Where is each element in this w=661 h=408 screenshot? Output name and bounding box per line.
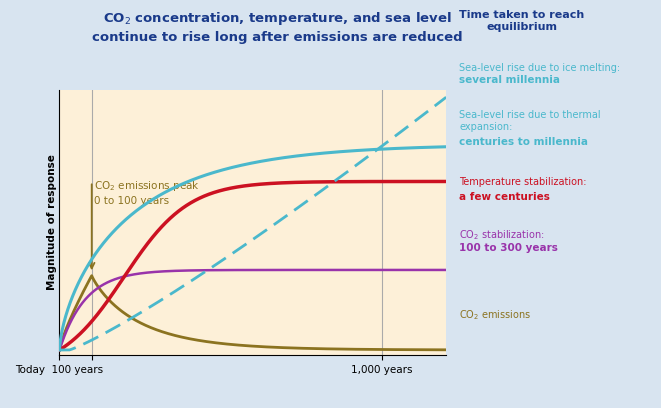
- Y-axis label: Magnitude of response: Magnitude of response: [47, 154, 57, 290]
- Text: a few centuries: a few centuries: [459, 192, 550, 202]
- Text: several millennia: several millennia: [459, 75, 561, 86]
- Text: CO$_2$ concentration, temperature, and sea level: CO$_2$ concentration, temperature, and s…: [103, 10, 452, 27]
- Text: Sea-level rise due to ice melting:: Sea-level rise due to ice melting:: [459, 63, 621, 85]
- Text: centuries to millennia: centuries to millennia: [459, 137, 588, 147]
- Text: CO$_2$ emissions: CO$_2$ emissions: [459, 308, 531, 322]
- Text: CO$_2$ emissions peak
0 to 100 years: CO$_2$ emissions peak 0 to 100 years: [95, 179, 200, 206]
- Text: Time taken to reach
equilibrium: Time taken to reach equilibrium: [459, 10, 584, 32]
- Text: 100 to 300 years: 100 to 300 years: [459, 243, 559, 253]
- Text: continue to rise long after emissions are reduced: continue to rise long after emissions ar…: [93, 31, 463, 44]
- Text: CO$_2$ stabilization:: CO$_2$ stabilization:: [459, 228, 545, 242]
- Text: Temperature stabilization:: Temperature stabilization:: [459, 177, 587, 188]
- Text: Sea-level rise due to thermal
expansion:: Sea-level rise due to thermal expansion:: [459, 110, 601, 132]
